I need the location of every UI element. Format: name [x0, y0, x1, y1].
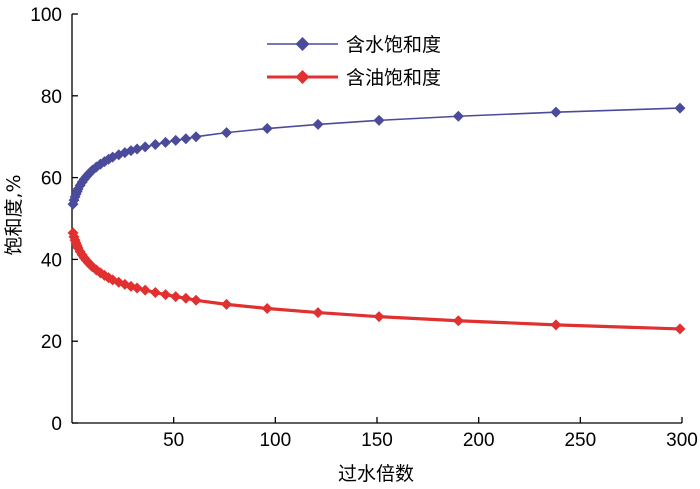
legend-marker-oil	[295, 70, 310, 84]
x-tick-label: 250	[564, 430, 596, 451]
data-point	[261, 302, 273, 314]
data-point	[312, 118, 324, 130]
data-point	[170, 134, 182, 146]
data-point	[139, 141, 151, 153]
data-point	[550, 106, 562, 118]
series-1	[67, 227, 686, 335]
data-point	[149, 138, 161, 150]
data-point	[190, 294, 202, 306]
data-point	[452, 315, 464, 327]
data-point	[261, 123, 273, 135]
x-axis-title: 过水倍数	[338, 463, 414, 485]
data-point	[160, 289, 172, 301]
y-tick-label: 80	[41, 87, 62, 108]
legend-label-water: 含水饱和度	[346, 34, 441, 56]
data-point	[550, 319, 562, 331]
legend-label-oil: 含油饱和度	[346, 67, 441, 89]
legend-item-water: 含水饱和度	[267, 34, 441, 56]
x-ticks: 50 100 150 200 250 300	[163, 417, 698, 451]
data-point	[674, 102, 686, 114]
y-tick-label: 100	[30, 5, 62, 26]
x-tick-label: 100	[259, 430, 291, 451]
y-tick-label: 0	[51, 414, 62, 435]
data-point	[221, 298, 233, 310]
data-point	[674, 323, 686, 335]
data-point	[190, 131, 202, 143]
data-point	[149, 287, 161, 299]
data-point	[139, 284, 151, 296]
x-tick-label: 200	[463, 430, 495, 451]
series-layer	[67, 102, 686, 335]
y-axis-title: 饱和度,%	[3, 174, 25, 255]
data-point	[160, 136, 172, 148]
data-point	[312, 307, 324, 319]
x-tick-label: 300	[666, 430, 698, 451]
legend-marker-water	[295, 37, 310, 51]
data-point	[131, 282, 143, 294]
data-point	[221, 127, 233, 139]
series-0	[67, 102, 686, 210]
legend: 含水饱和度 含油饱和度	[267, 34, 441, 89]
y-tick-label: 60	[41, 169, 62, 190]
legend-item-oil: 含油饱和度	[267, 67, 441, 89]
x-tick-label: 50	[163, 430, 184, 451]
data-point	[452, 110, 464, 122]
y-tick-label: 40	[41, 250, 62, 271]
y-ticks: 0 20 40 60 80 100	[30, 5, 78, 435]
x-tick-label: 150	[361, 430, 393, 451]
data-point	[373, 311, 385, 323]
data-point	[373, 114, 385, 126]
data-point	[170, 291, 182, 303]
y-tick-label: 20	[41, 332, 62, 353]
data-point	[180, 133, 192, 145]
data-point	[180, 292, 192, 304]
data-point	[131, 143, 143, 155]
